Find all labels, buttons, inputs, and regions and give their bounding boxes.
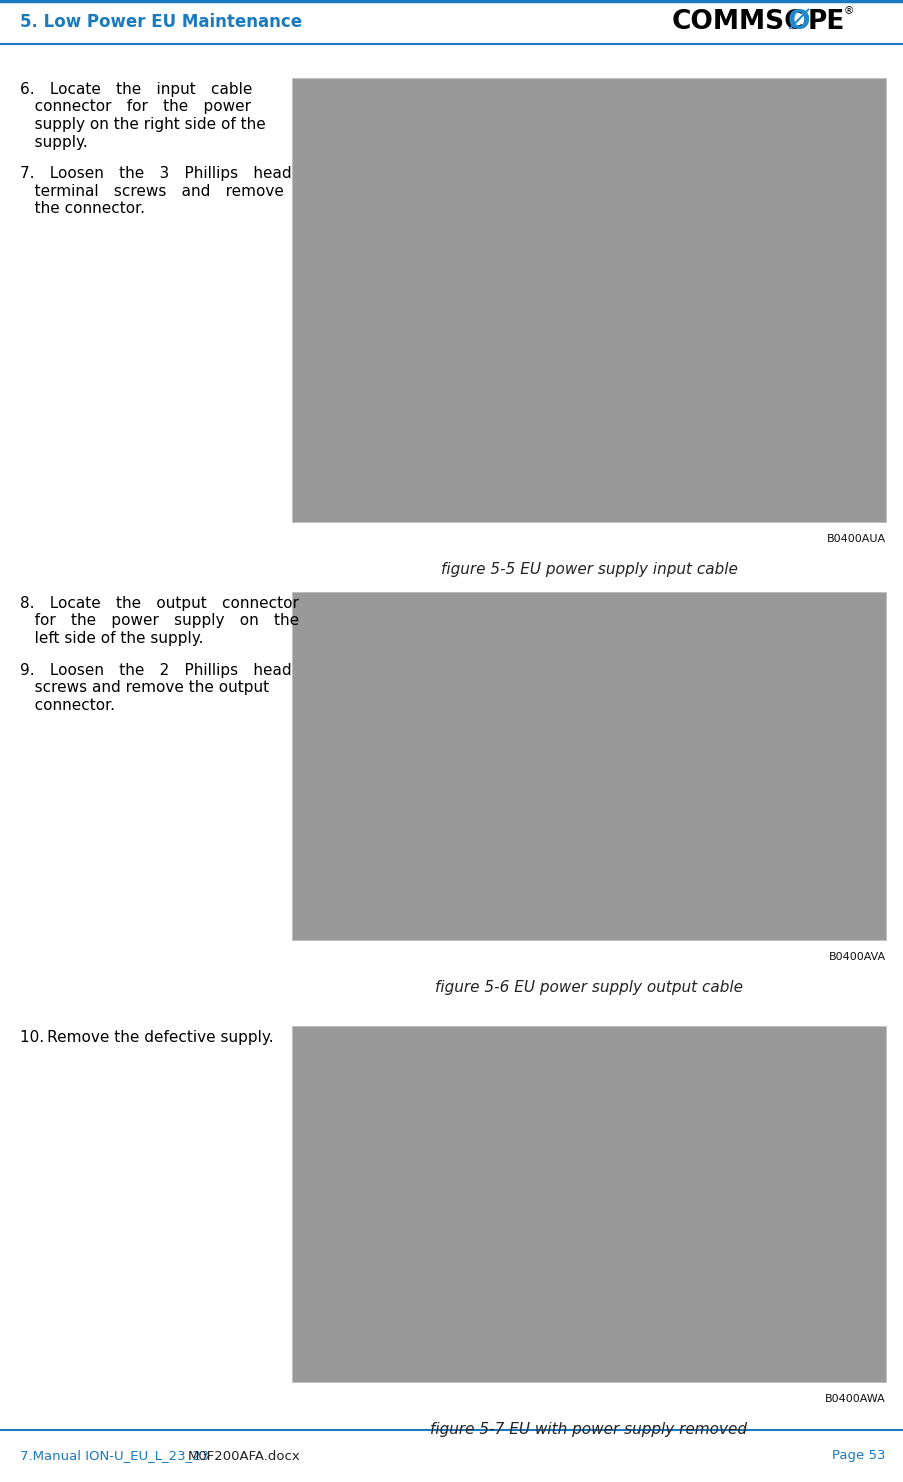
Text: B0400AWA: B0400AWA [824,1395,885,1403]
Text: screws and remove the output: screws and remove the output [20,680,269,695]
Text: 5. Low Power EU Maintenance: 5. Low Power EU Maintenance [20,13,302,31]
Text: M0F200AFA.docx: M0F200AFA.docx [188,1449,301,1463]
Text: COMMSC: COMMSC [671,9,804,36]
Text: figure 5-5 EU power supply input cable: figure 5-5 EU power supply input cable [440,562,737,576]
Text: figure 5-7 EU with power supply removed: figure 5-7 EU with power supply removed [430,1423,747,1438]
Text: connector for the power: connector for the power [20,99,251,114]
Bar [292,591,885,940]
Text: B0400AUA: B0400AUA [826,534,885,544]
Text: the connector.: the connector. [20,202,144,216]
Text: Ø: Ø [787,9,808,36]
Text: supply.: supply. [20,135,88,150]
Text: left side of the supply.: left side of the supply. [20,631,203,646]
Text: 6. Locate the input cable: 6. Locate the input cable [20,82,252,96]
Text: 10. Remove the defective supply.: 10. Remove the defective supply. [20,1030,274,1045]
Text: 7.Manual ION-U_EU_L_23_23: 7.Manual ION-U_EU_L_23_23 [20,1449,213,1463]
Text: 7. Loosen the 3 Phillips head: 7. Loosen the 3 Phillips head [20,166,292,181]
Text: terminal screws and remove: terminal screws and remove [20,184,284,199]
Text: B0400AVA: B0400AVA [828,951,885,962]
Text: supply on the right side of the: supply on the right side of the [20,117,265,132]
Text: ®: ® [843,6,853,16]
Text: 8. Locate the output connector: 8. Locate the output connector [20,596,299,611]
Text: for the power supply on the: for the power supply on the [20,614,299,628]
Text: figure 5-6 EU power supply output cable: figure 5-6 EU power supply output cable [434,980,742,994]
Text: 9. Loosen the 2 Phillips head: 9. Loosen the 2 Phillips head [20,662,292,677]
Text: PE: PE [807,9,844,36]
Bar [292,1026,885,1383]
Bar [292,79,885,522]
Text: Page 53: Page 53 [832,1449,885,1463]
Text: connector.: connector. [20,698,115,713]
